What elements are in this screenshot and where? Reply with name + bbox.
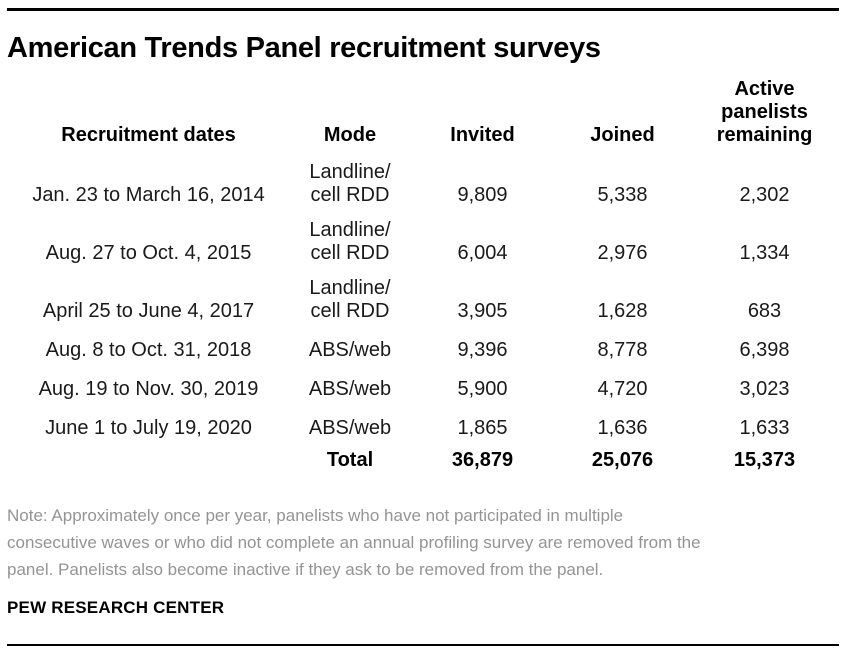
cell-invited: 9,396 [457,339,508,361]
cell-joined: 5,338 [597,184,648,206]
table-header-row: Recruitment dates Mode Invited Joined Ac… [7,78,839,149]
cell-joined: 4,720 [597,378,648,400]
cell-recruitment-dates: Aug. 27 to Oct. 4, 2015 [45,242,252,264]
header-recruitment-dates: Recruitment dates [61,124,236,146]
note-line: Note: Approximately once per year, panel… [7,506,624,525]
pew-table-figure: American Trends Panel recruitment survey… [0,8,846,646]
cell-mode: ABS/web [308,378,392,400]
cell-recruitment-dates: April 25 to June 4, 2017 [42,300,255,322]
cell-invited: 5,900 [457,378,508,400]
cell-invited: 3,905 [457,300,508,322]
table-row: Aug. 19 to Nov. 30, 2019 ABS/web 5,900 4… [7,362,839,401]
cell-remaining: 3,023 [739,378,790,400]
cell-total-remaining: 15,373 [733,449,796,471]
cell-empty [7,440,290,472]
recruitment-table: Recruitment dates Mode Invited Joined Ac… [7,78,839,472]
table-row: Aug. 8 to Oct. 31, 2018 ABS/web 9,396 8,… [7,323,839,362]
cell-remaining: 6,398 [739,339,790,361]
cell-mode: Landline/ cell RDD [309,277,391,322]
figure-title: American Trends Panel recruitment survey… [7,32,601,64]
cell-total-label: Total [326,449,374,471]
cell-recruitment-dates: June 1 to July 19, 2020 [45,417,252,439]
figure-note: Note: Approximately once per year, panel… [7,502,839,583]
cell-total-invited: 36,879 [451,449,514,471]
cell-remaining: 1,334 [739,242,790,264]
cell-invited: 9,809 [457,184,508,206]
header-invited: Invited [450,124,515,146]
bottom-rule [7,644,839,646]
header-joined: Joined [590,124,655,146]
top-rule [7,8,839,11]
cell-mode: ABS/web [308,417,392,439]
table-row: Jan. 23 to March 16, 2014 Landline/ cell… [7,149,839,207]
cell-mode: ABS/web [308,339,392,361]
cell-remaining: 2,302 [739,184,790,206]
cell-joined: 1,636 [597,417,648,439]
cell-joined: 2,976 [597,242,648,264]
cell-remaining: 1,633 [739,417,790,439]
cell-remaining: 683 [747,300,782,322]
cell-joined: 1,628 [597,300,648,322]
source-label: PEW RESEARCH CENTER [7,598,225,617]
header-active-panelists-remaining: Active panelists remaining [716,78,813,146]
table-row: April 25 to June 4, 2017 Landline/ cell … [7,265,839,323]
cell-invited: 1,865 [457,417,508,439]
table-row: June 1 to July 19, 2020 ABS/web 1,865 1,… [7,401,839,440]
cell-invited: 6,004 [457,242,508,264]
note-line: panel. Panelists also become inactive if… [7,560,604,579]
cell-recruitment-dates: Jan. 23 to March 16, 2014 [32,184,265,206]
table-row: Aug. 27 to Oct. 4, 2015 Landline/ cell R… [7,207,839,265]
header-mode: Mode [323,124,377,146]
cell-mode: Landline/ cell RDD [309,219,391,264]
cell-joined: 8,778 [597,339,648,361]
cell-recruitment-dates: Aug. 8 to Oct. 31, 2018 [45,339,252,361]
cell-mode: Landline/ cell RDD [309,161,391,206]
note-line: consecutive waves or who did not complet… [7,533,701,552]
cell-total-joined: 25,076 [591,449,654,471]
cell-recruitment-dates: Aug. 19 to Nov. 30, 2019 [38,378,259,400]
table-total-row: Total 36,879 25,076 15,373 [7,440,839,472]
